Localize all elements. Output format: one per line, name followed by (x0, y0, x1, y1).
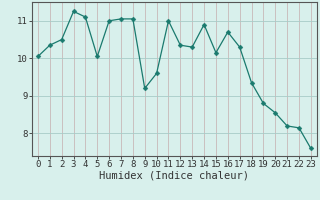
X-axis label: Humidex (Indice chaleur): Humidex (Indice chaleur) (100, 171, 249, 181)
